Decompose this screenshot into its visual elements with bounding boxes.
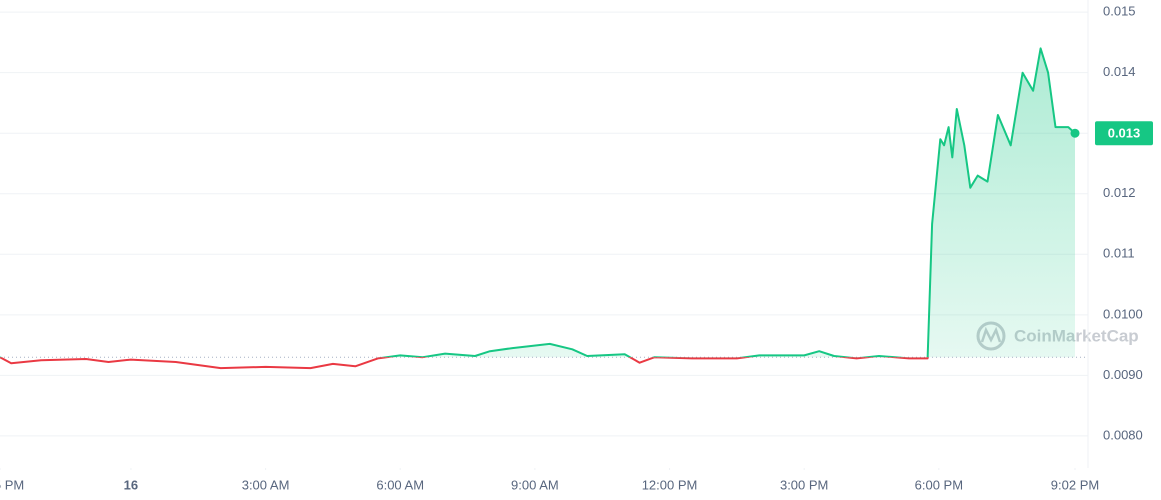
y-tick-label: 0.0090 — [1103, 367, 1143, 382]
price-badge — [1095, 121, 1153, 146]
y-tick-label: 0.015 — [1103, 4, 1136, 19]
x-tick-label: 16 — [124, 477, 138, 492]
price-line-down — [0, 357, 929, 370]
y-tick-label: 0.011 — [1103, 246, 1135, 261]
y-tick-label: 0.0080 — [1103, 427, 1143, 442]
x-tick-label: 3:00 PM — [780, 477, 828, 492]
x-tick-label: 9:00 AM — [511, 477, 559, 492]
price-badge-text: 0.013 — [1108, 126, 1141, 141]
x-tick-label: 12:00 PM — [642, 477, 698, 492]
price-line-up — [0, 47, 1076, 358]
area — [0, 48, 1075, 358]
x-tick-label: 9:02 PM — [1051, 477, 1099, 492]
last-point — [1070, 128, 1080, 138]
x-tick-label: 6:00 PM — [915, 477, 963, 492]
x-tick-label: 6:00 AM — [376, 477, 424, 492]
y-tick-label: 0.0100 — [1103, 306, 1143, 321]
y-tick-label: 0.014 — [1103, 64, 1136, 79]
y-tick-label: 0.012 — [1103, 185, 1136, 200]
x-tick-label: 9:05 PM — [0, 477, 24, 492]
x-tick-label: 3:00 AM — [242, 477, 290, 492]
